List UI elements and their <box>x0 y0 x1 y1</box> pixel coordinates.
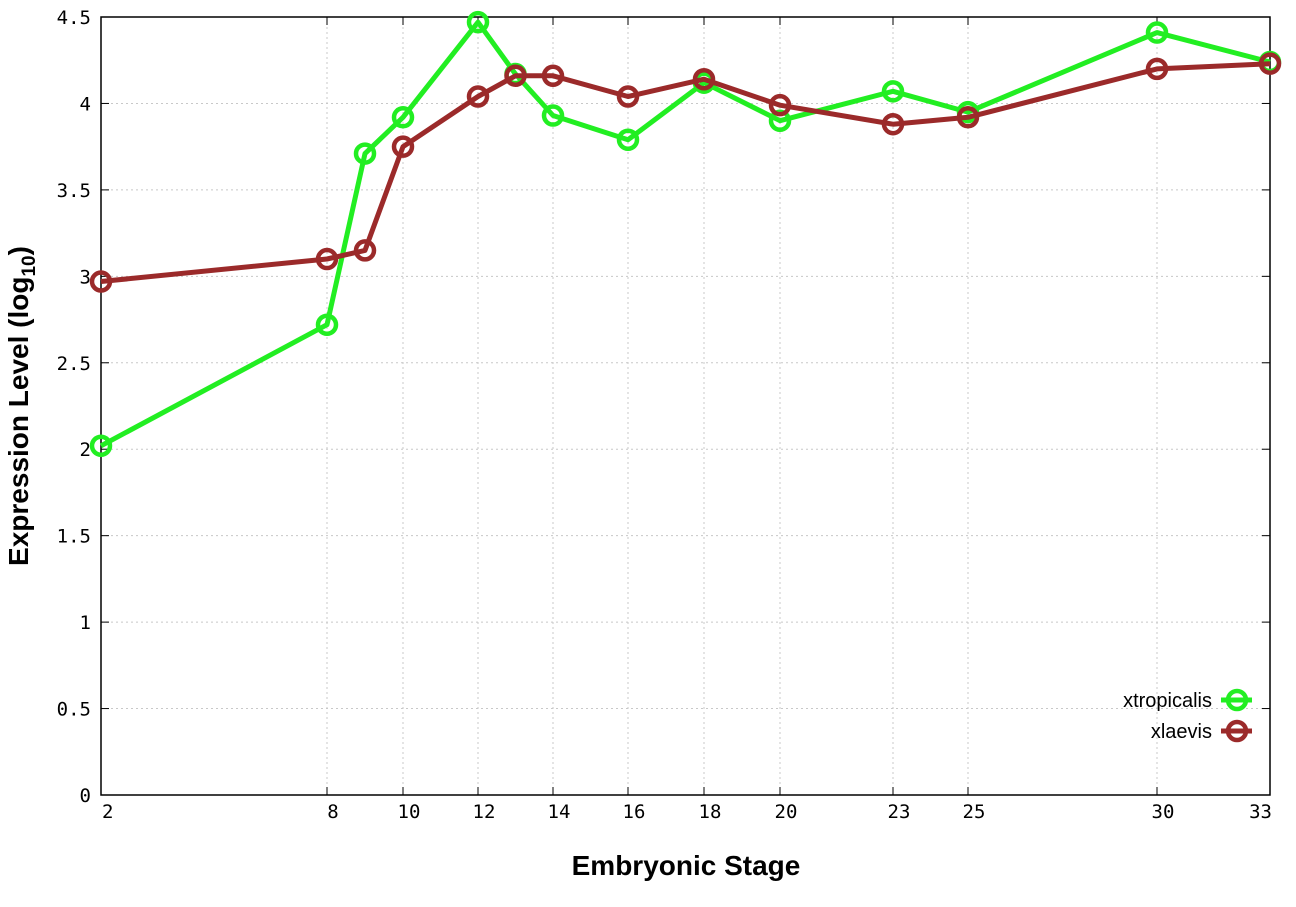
legend-item-xtropicalis: xtropicalis <box>1123 688 1252 712</box>
data-point-xlaevis <box>315 247 339 271</box>
data-point-xlaevis <box>1258 52 1282 75</box>
y-tick-label: 1 <box>80 612 91 634</box>
axis-ticks: 0 0.5 1 1.5 2 2.5 3 3.5 4 4.5 2 8 10 12 14 16 18 20 23 25 30… <box>57 7 1272 823</box>
legend: xtropicalis xlaevis <box>1123 688 1252 743</box>
x-tick-label: 12 <box>473 801 496 823</box>
legend-label: xlaevis <box>1151 721 1212 743</box>
y-tick-label: 3 <box>80 266 91 288</box>
data-point-xtropicalis <box>391 106 415 129</box>
legend-item-xlaevis: xlaevis <box>1151 719 1252 743</box>
x-tick-label: 18 <box>699 801 722 823</box>
legend-marker <box>1225 688 1249 712</box>
x-tick-label: 16 <box>623 801 646 823</box>
series-xlaevis <box>89 52 1282 293</box>
data-point-xlaevis <box>616 85 640 108</box>
data-point-xlaevis <box>89 270 113 293</box>
y-tick-label: 4.5 <box>57 7 91 29</box>
data-point-xlaevis <box>1145 57 1169 81</box>
y-tick-label: 2 <box>80 439 91 461</box>
data-point-xlaevis <box>768 93 792 117</box>
x-tick-label: 23 <box>888 801 911 823</box>
x-tick-label: 20 <box>775 801 798 823</box>
data-point-xlaevis <box>541 64 565 88</box>
x-tick-label: 33 <box>1249 801 1272 823</box>
x-tick-label: 8 <box>327 801 338 823</box>
legend-marker <box>1225 719 1249 743</box>
y-axis-title-suffix: ) <box>3 246 34 255</box>
y-tick-label: 1.5 <box>57 526 91 548</box>
legend-label: xtropicalis <box>1123 690 1212 712</box>
y-tick-label: 2.5 <box>57 353 91 375</box>
data-point-xlaevis <box>353 239 377 262</box>
data-point-xtropicalis <box>89 434 113 458</box>
data-point-xtropicalis <box>616 128 640 152</box>
x-tick-label: 10 <box>398 801 421 823</box>
data-point-xtropicalis <box>881 80 905 103</box>
y-tick-label: 0 <box>80 785 91 807</box>
grid-lines <box>101 17 1270 795</box>
data-point-xlaevis <box>692 67 716 91</box>
y-tick-label: 3.5 <box>57 180 91 202</box>
y-axis-title-main: Expression Level (log <box>3 277 34 566</box>
data-point-xlaevis <box>956 106 980 129</box>
x-tick-label: 14 <box>548 801 571 823</box>
data-point-xlaevis <box>881 112 905 136</box>
series-xtropicalis <box>89 10 1282 458</box>
y-axis-title-subscript: 10 <box>19 255 40 276</box>
data-point-xtropicalis <box>315 313 339 336</box>
y-tick-label: 0.5 <box>57 699 91 721</box>
x-tick-label: 30 <box>1152 801 1175 823</box>
x-tick-label: 25 <box>963 801 986 823</box>
data-point-xtropicalis <box>541 104 565 127</box>
data-point-xlaevis <box>504 64 527 88</box>
data-point-xtropicalis <box>768 109 792 132</box>
data-point-xtropicalis <box>466 10 490 34</box>
data-point-xlaevis <box>466 85 490 108</box>
x-axis-title: Embryonic Stage <box>572 850 801 881</box>
series-lines <box>89 10 1282 458</box>
data-point-xtropicalis <box>353 142 377 165</box>
x-tick-label: 2 <box>102 801 113 823</box>
y-axis-title: Expression Level (log10) <box>3 246 40 566</box>
series-line-xlaevis <box>100 61 1271 284</box>
plot-frame <box>100 16 1271 796</box>
data-point-xtropicalis <box>1145 21 1169 44</box>
y-tick-label: 4 <box>80 93 91 115</box>
data-point-xlaevis <box>391 135 415 158</box>
